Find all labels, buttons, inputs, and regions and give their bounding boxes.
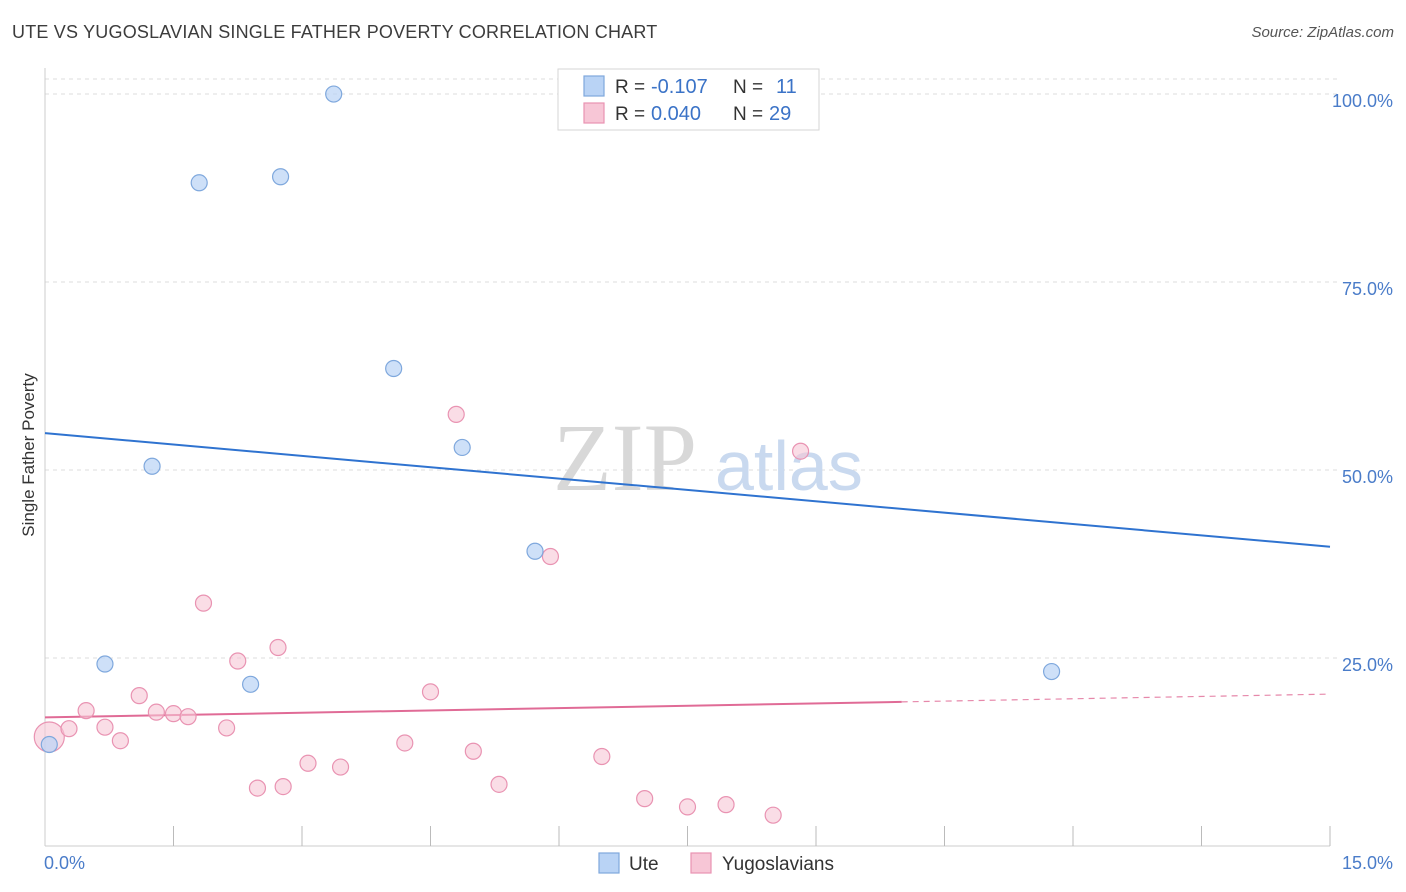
point-ute-2 — [143, 457, 161, 475]
watermark-zip: ZIP — [553, 404, 697, 511]
y-axis-label: Single Father Poverty — [19, 373, 38, 537]
x-tick-label-max: 15.0% — [1342, 853, 1393, 873]
legend-n-value-ute: 11 — [776, 76, 797, 98]
point-ute-4 — [242, 675, 260, 693]
bottom-legend-swatch-ute — [598, 852, 620, 874]
x-tick-label-min: 0.0% — [44, 853, 85, 873]
legend-swatch-ute — [583, 75, 605, 97]
point-ute-7 — [385, 359, 403, 378]
point-yugoslavians-20 — [464, 742, 482, 760]
point-ute-1 — [96, 655, 114, 673]
legend-n-label-yugoslavians: N = — [733, 104, 763, 125]
point-yugoslavians-7 — [164, 705, 183, 723]
point-yugoslavians-27 — [764, 806, 782, 824]
y-tick-label-75: 75.0% — [1342, 279, 1393, 299]
point-yugoslavians-18 — [421, 683, 440, 701]
data-points — [33, 85, 1061, 824]
point-ute-0 — [40, 735, 58, 754]
point-yugoslavians-9 — [194, 594, 213, 612]
bottom-legend: Ute Yugoslavians — [598, 852, 834, 875]
bottom-legend-swatch-yugoslavians — [690, 852, 712, 874]
watermark: ZIP atlas — [553, 404, 863, 511]
point-yugoslavians-26 — [717, 796, 735, 814]
point-yugoslavians-23 — [593, 747, 611, 766]
legend-r-value-yugoslavians: 0.040 — [651, 103, 701, 125]
point-yugoslavians-28 — [791, 442, 810, 460]
legend-n-label-ute: N = — [733, 77, 763, 98]
trend-line-yugoslavians-extension — [901, 693, 1331, 703]
point-yugoslavians-24 — [636, 790, 654, 808]
y-tick-label-100: 100.0% — [1332, 91, 1393, 111]
x-tick-labels: 0.0% 15.0% — [44, 853, 1393, 873]
point-ute-10 — [1042, 662, 1061, 681]
point-yugoslavians-3 — [96, 718, 114, 736]
point-ute-6 — [325, 85, 343, 103]
point-yugoslavians-22 — [541, 547, 560, 566]
chart-title: UTE VS YUGOSLAVIAN SINGLE FATHER POVERTY… — [12, 22, 658, 42]
point-yugoslavians-5 — [130, 687, 148, 705]
point-yugoslavians-2 — [77, 702, 95, 720]
point-ute-8 — [453, 438, 471, 457]
point-yugoslavians-6 — [147, 703, 165, 721]
point-yugoslavians-14 — [274, 777, 292, 796]
legend-r-label-yugoslavians: R = — [615, 104, 645, 125]
point-ute-3 — [190, 174, 208, 192]
point-yugoslavians-10 — [218, 719, 236, 737]
point-yugoslavians-12 — [248, 779, 267, 797]
point-yugoslavians-15 — [299, 754, 317, 772]
trend-line-ute — [44, 432, 1331, 548]
point-ute-9 — [526, 542, 544, 560]
y-tick-label-50: 50.0% — [1342, 467, 1393, 487]
point-yugoslavians-1 — [60, 720, 78, 738]
point-yugoslavians-11 — [229, 652, 247, 670]
bottom-legend-label-ute: Ute — [629, 854, 659, 875]
point-yugoslavians-21 — [490, 775, 508, 793]
legend-n-value-yugoslavians: 29 — [769, 103, 791, 125]
point-yugoslavians-16 — [331, 758, 350, 776]
bottom-legend-label-yugoslavians: Yugoslavians — [722, 854, 834, 875]
point-yugoslavians-17 — [396, 734, 414, 752]
axes — [44, 68, 1331, 847]
watermark-atlas: atlas — [715, 427, 863, 505]
grid — [45, 78, 1338, 659]
legend-swatch-yugoslavians — [583, 102, 605, 124]
legend-r-value-ute: -0.107 — [651, 76, 708, 98]
legend: R = -0.107 N = 11 R = 0.040 N = 29 — [557, 68, 820, 131]
point-yugoslavians-8 — [179, 708, 197, 726]
legend-r-label-ute: R = — [615, 77, 645, 98]
point-yugoslavians-19 — [447, 405, 465, 423]
point-yugoslavians-25 — [678, 798, 697, 816]
point-ute-5 — [271, 168, 290, 186]
y-tick-label-25: 25.0% — [1342, 655, 1393, 675]
point-yugoslavians-4 — [111, 732, 129, 750]
y-tick-labels: 25.0% 50.0% 75.0% 100.0% — [1332, 91, 1393, 675]
source-label: Source: ZipAtlas.com — [1251, 24, 1394, 41]
point-yugoslavians-13 — [269, 638, 287, 657]
